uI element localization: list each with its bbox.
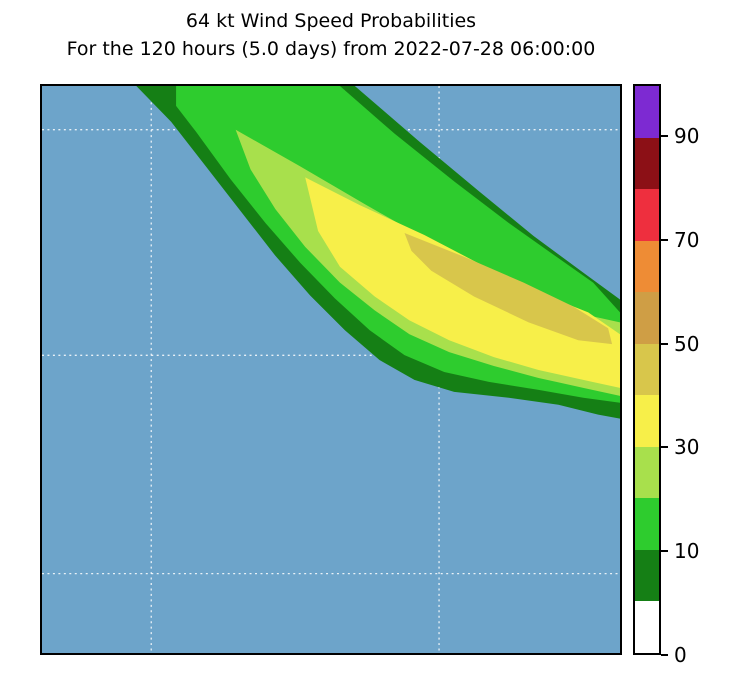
colorbar-tickmark-90 bbox=[661, 134, 668, 137]
colorbar-tick-label-70: 70 bbox=[674, 227, 700, 252]
colorbar-segment-10-20pct bbox=[635, 498, 659, 550]
colorbar-tickmark-10 bbox=[661, 550, 668, 553]
colorbar-tick-label-50: 50 bbox=[674, 331, 700, 356]
colorbar-tick-labels: 0 10 30 50 70 90 bbox=[661, 84, 739, 665]
colorbar-tick-label-0: 0 bbox=[674, 643, 687, 667]
colorbar-segment-90-100pct bbox=[635, 86, 659, 138]
colorbar-segment-50-60pct bbox=[635, 292, 659, 344]
colorbar-segment-5-10pct bbox=[635, 549, 659, 602]
colorbar-segment-70-80pct bbox=[635, 189, 659, 241]
chart-title-block: 64 kt Wind Speed Probabilities For the 1… bbox=[0, 7, 662, 63]
colorbar-tick-label-10: 10 bbox=[674, 539, 700, 564]
colorbar-segment-40-50pct bbox=[635, 343, 659, 396]
contour-svg bbox=[42, 86, 620, 653]
colorbar-tick-label-30: 30 bbox=[674, 435, 700, 460]
colorbar-segment-20-30pct bbox=[635, 446, 659, 499]
chart-subtitle: For the 120 hours (5.0 days) from 2022-0… bbox=[66, 38, 596, 60]
colorbar-segment-30-40pct bbox=[635, 395, 659, 447]
map-plot-area bbox=[40, 84, 622, 655]
colorbar-tickmark-30 bbox=[661, 446, 668, 449]
contour-region-40pct bbox=[404, 232, 613, 345]
colorbar-tickmark-70 bbox=[661, 238, 668, 241]
colorbar bbox=[633, 84, 661, 655]
colorbar-tick-label-90: 90 bbox=[674, 123, 700, 148]
colorbar-tickmark-50 bbox=[661, 342, 668, 345]
colorbar-segment-80-90pct bbox=[635, 137, 659, 190]
colorbar-tickmark-0 bbox=[661, 654, 668, 656]
colorbar-segment-60-70pct bbox=[635, 240, 659, 293]
colorbar-segment-0-5pct bbox=[635, 601, 659, 654]
chart-title: 64 kt Wind Speed Probabilities bbox=[185, 10, 477, 32]
